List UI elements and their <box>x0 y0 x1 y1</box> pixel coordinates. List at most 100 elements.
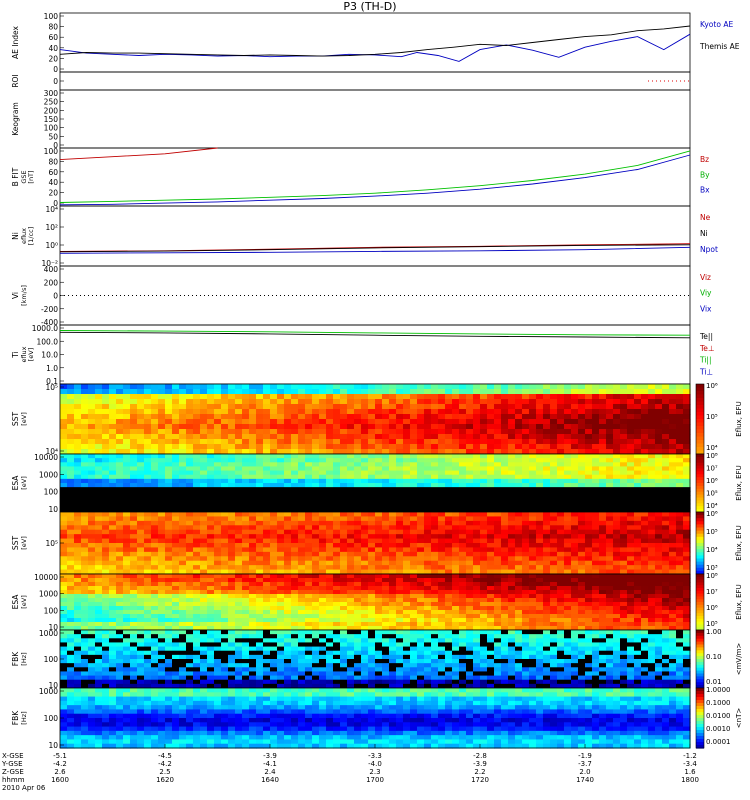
heatmap-cell <box>144 507 152 513</box>
heatmap-cell <box>396 491 404 497</box>
heatmap-cell <box>389 512 397 518</box>
colorbar-cell <box>696 387 704 392</box>
heatmap-cell <box>368 483 376 488</box>
heatmap-cell <box>452 483 460 488</box>
heatmap-cell <box>74 483 82 488</box>
heatmap-cell <box>417 551 425 557</box>
heatmap-cell <box>242 516 250 522</box>
heatmap-cell <box>501 483 509 488</box>
heatmap-cell <box>606 462 614 468</box>
heatmap-cell <box>375 574 383 579</box>
heatmap-cell <box>298 529 306 535</box>
heatmap-cell <box>81 478 89 484</box>
heatmap-cell <box>172 622 180 627</box>
heatmap-cell <box>508 534 516 540</box>
heatmap-cell <box>536 529 544 535</box>
heatmap-cell <box>333 582 341 587</box>
heatmap-cell <box>221 409 229 415</box>
heatmap-cell <box>81 507 89 513</box>
heatmap-cell <box>431 507 439 513</box>
heatmap-cell <box>648 491 656 497</box>
heatmap-cell <box>284 507 292 513</box>
heatmap-cell <box>284 389 292 395</box>
heatmap-cell <box>473 439 481 445</box>
heatmap-cell <box>249 474 257 480</box>
heatmap-cell <box>193 458 201 463</box>
heatmap-cell <box>389 470 397 476</box>
heatmap-cell <box>599 560 607 566</box>
heatmap-cell <box>263 610 271 615</box>
heatmap-cell <box>438 409 446 415</box>
heatmap-cell <box>172 444 180 450</box>
heatmap-cell <box>676 512 684 518</box>
heatmap-cell <box>102 414 110 420</box>
heatmap-cell <box>235 602 243 607</box>
heatmap-cell <box>536 560 544 566</box>
heatmap-cell <box>249 466 257 472</box>
heatmap-cell <box>347 458 355 463</box>
heatmap-cell <box>487 409 495 415</box>
heatmap-cell <box>599 499 607 505</box>
heatmap-cell <box>389 618 397 623</box>
heatmap-cell <box>340 614 348 619</box>
heatmap-cell <box>137 520 145 526</box>
heatmap-cell <box>256 512 264 518</box>
heatmap-cell <box>375 434 383 440</box>
heatmap-cell <box>669 414 677 420</box>
heatmap-cell <box>242 512 250 518</box>
heatmap-cell <box>74 449 82 455</box>
heatmap-cell <box>137 618 145 623</box>
panel-frame <box>59 324 691 385</box>
heatmap-cell <box>592 389 600 395</box>
heatmap-cell <box>312 389 320 395</box>
heatmap-cell <box>543 462 551 468</box>
heatmap-cell <box>606 404 614 410</box>
heatmap-cell <box>193 434 201 440</box>
heatmap-cell <box>158 614 166 619</box>
heatmap-cell <box>564 556 572 562</box>
heatmap-cell <box>186 525 194 531</box>
colorbar-cell <box>696 570 704 575</box>
heatmap-cell <box>396 444 404 450</box>
heatmap-cell <box>424 466 432 472</box>
heatmap-cell <box>81 454 89 459</box>
heatmap-cell <box>158 590 166 595</box>
heatmap-cell <box>242 538 250 544</box>
heatmap-cell <box>60 538 68 544</box>
heatmap-cell <box>277 483 285 488</box>
heatmap-cell <box>214 483 222 488</box>
heatmap-cell <box>95 551 103 557</box>
heatmap-cell <box>354 614 362 619</box>
y-axis-sublabel: [km/s] <box>20 285 28 306</box>
heatmap-cell <box>60 449 68 455</box>
heatmap-cell <box>81 569 89 575</box>
heatmap-cell <box>144 520 152 526</box>
heatmap-cell <box>186 543 194 549</box>
heatmap-cell <box>662 470 670 476</box>
heatmap-cell <box>277 516 285 522</box>
heatmap-cell <box>515 582 523 587</box>
heatmap-cell <box>270 495 278 501</box>
heatmap-cell <box>480 478 488 484</box>
heatmap-cell <box>151 449 159 455</box>
heatmap-cell <box>550 394 558 400</box>
heatmap-cell <box>249 560 257 566</box>
heatmap-cell <box>263 449 271 455</box>
heatmap-cell <box>88 384 96 390</box>
heatmap-cell <box>81 424 89 430</box>
heatmap-cell <box>81 602 89 607</box>
heatmap-cell <box>179 594 187 599</box>
heatmap-cell <box>585 483 593 488</box>
heatmap-cell <box>431 394 439 400</box>
heatmap-cell <box>543 487 551 492</box>
heatmap-cell <box>137 606 145 611</box>
heatmap-cell <box>158 512 166 518</box>
heatmap-cell <box>235 424 243 430</box>
heatmap-cell <box>473 414 481 420</box>
heatmap-cell <box>382 525 390 531</box>
heatmap-cell <box>452 409 460 415</box>
heatmap-cell <box>627 525 635 531</box>
heatmap-cell <box>123 384 131 390</box>
heatmap-cell <box>81 399 89 405</box>
heatmap-cell <box>683 534 691 540</box>
